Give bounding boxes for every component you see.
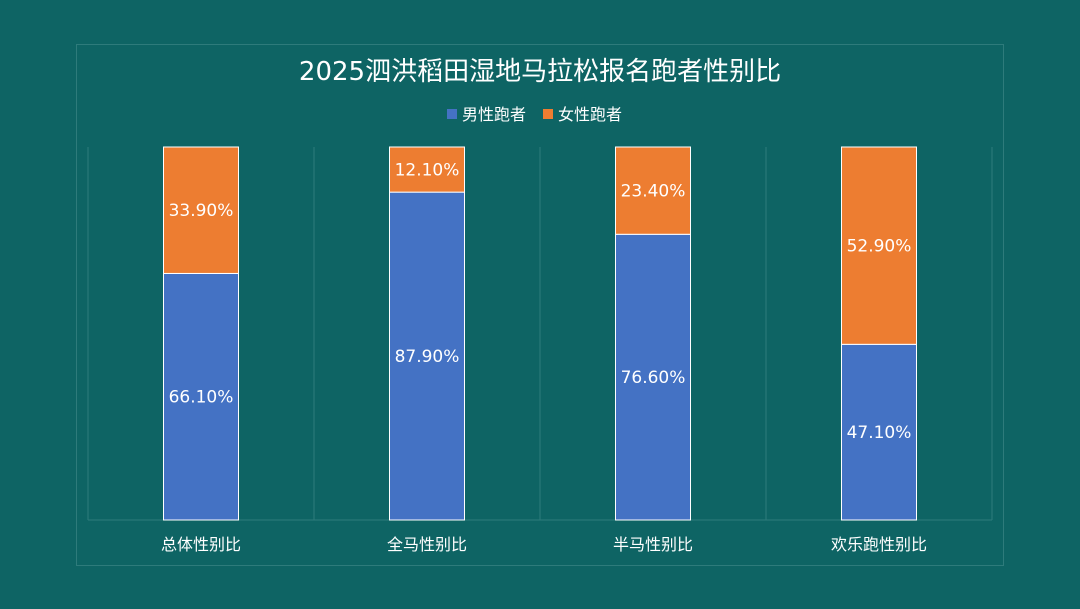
bar-segment-male-1 [389,191,465,521]
value-label-male-0: 66.10% [169,388,234,408]
chart-frame [76,44,1004,566]
value-label-female-1: 12.10% [395,161,460,181]
value-label-male-3: 47.10% [847,423,912,443]
bar-segment-female-2 [615,146,691,235]
bar-segment-female-3 [841,146,917,345]
legend-swatch-female [543,109,553,119]
bars [163,146,917,521]
value-label-female-2: 23.40% [621,182,686,202]
bar-segment-female-0 [163,146,239,274]
category-label-3: 欢乐跑性别比 [831,535,927,554]
bar-segment-male-2 [615,233,691,521]
value-label-female-0: 33.90% [169,201,234,221]
legend-label-female: 女性跑者 [558,105,622,124]
legend-label-male: 男性跑者 [462,105,526,124]
value-label-male-1: 87.90% [395,347,460,367]
value-label-male-2: 76.60% [621,368,686,388]
value-labels: 66.10% 33.90% 87.90% 12.10% 76.60% 23.40% 47.1… [169,161,912,444]
category-label-0: 总体性别比 [161,535,241,554]
legend-swatch-male [447,109,457,119]
category-label-1: 全马性别比 [387,535,467,554]
bar-segment-male-3 [841,343,917,521]
category-label-2: 半马性别比 [613,535,693,554]
category-labels: 总体性别比 全马性别比 半马性别比 欢乐跑性别比 [161,535,927,554]
chart-title: 2025泗洪稻田湿地马拉松报名跑者性别比 [299,57,781,87]
bar-segment-female-1 [389,146,465,193]
legend: 男性跑者 女性跑者 [447,105,622,124]
value-label-female-3: 52.90% [847,237,912,257]
